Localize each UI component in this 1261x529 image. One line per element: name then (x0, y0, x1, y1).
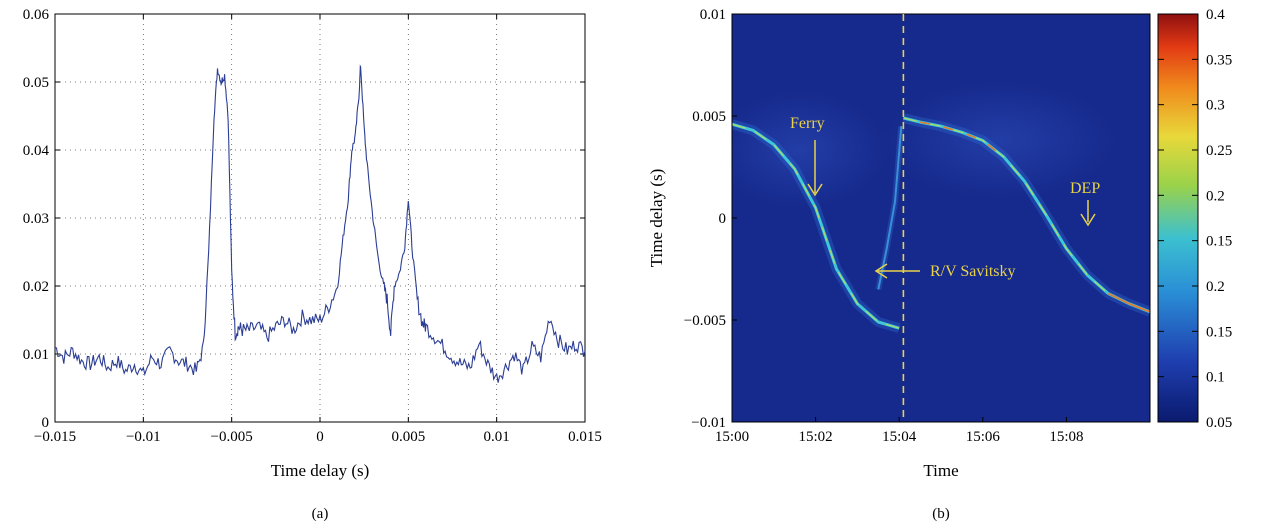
x-axis-label: Time (923, 461, 958, 480)
heatmap-glow (880, 80, 1120, 200)
y-tick-label: 0.05 (23, 75, 49, 91)
x-tick-label: −0.015 (34, 429, 76, 445)
annotation-label: Ferry (790, 115, 825, 132)
ferry-annotation: Ferry (790, 115, 825, 197)
track-hot-segment (919, 121, 1005, 158)
y-tick-label: 0 (42, 415, 50, 431)
colorbar-tick-label: 0.1 (1206, 370, 1225, 386)
panel-caption: (a) (312, 506, 329, 522)
y-tick-label: 0.06 (23, 7, 50, 23)
y-axis-label: Time delay (s) (647, 169, 666, 268)
track-hot-segment (1107, 292, 1150, 313)
y-tick-label: 0.01 (700, 7, 726, 23)
colorbar-tick-label: 0.05 (1206, 415, 1232, 431)
x-tick-label: 15:08 (1049, 429, 1083, 445)
y-tick-label: 0.03 (23, 211, 49, 227)
annotation-label: DEP (1070, 180, 1100, 197)
colorbar-tick-label: 0.15 (1206, 324, 1232, 340)
x-tick-label: 0.015 (568, 429, 602, 445)
x-tick-label: 15:02 (799, 429, 833, 445)
colorbar-tick-label: 0.35 (1206, 52, 1232, 68)
x-tick-label: 0 (316, 429, 324, 445)
colorbar-tick-label: 0.15 (1206, 234, 1232, 250)
x-tick-label: 0.005 (391, 429, 425, 445)
colorbar-tick-label: 0.25 (1206, 143, 1232, 159)
y-tick-label: 0.005 (692, 109, 726, 125)
arrow-head-icon (807, 183, 823, 197)
colorbar: 0.4 0.35 0.3 0.25 0.2 0.15 0.2 0.15 0.1 0.05 (1157, 7, 1232, 431)
x-axis-ticks: −0.015 −0.01 −0.005 0 0.005 0.01 0.015 (34, 14, 602, 445)
heatmap-panel: 15:00 15:02 15:04 15:06 15:08 −0.01 −0.005 0 0.… (647, 7, 1232, 522)
grid-lines (55, 14, 585, 422)
y-axis-ticks: 0 0.01 0.02 0.03 0.04 0.05 0.06 (23, 7, 585, 431)
y-tick-label: −0.005 (684, 313, 726, 329)
heatmap-background (732, 14, 1150, 422)
tracks (732, 113, 1150, 333)
x-axis-label: Time delay (s) (271, 461, 370, 480)
heatmap-glow (732, 90, 890, 210)
colorbar-tick-label: 0.2 (1206, 188, 1225, 204)
x-tick-label: 15:04 (882, 429, 917, 445)
y-tick-label: 0.01 (23, 347, 49, 363)
x-tick-label: 15:06 (966, 429, 1001, 445)
x-axis-ticks: 15:00 15:02 15:04 15:06 15:08 (715, 417, 1083, 445)
y-tick-label: 0.02 (23, 279, 49, 295)
colorbar-gradient (1157, 13, 1199, 423)
y-axis-ticks: −0.01 −0.005 0 0.005 0.01 (684, 7, 737, 431)
colorbar-tick-label: 0.3 (1206, 98, 1225, 114)
arrow-head-icon (1080, 213, 1096, 227)
y-tick-label: 0.04 (23, 143, 50, 159)
panel-caption: (b) (932, 506, 950, 522)
line-chart-panel: −0.015 −0.01 −0.005 0 0.005 0.01 0.015 0 0.01 0.… (23, 7, 602, 522)
annotation-label: R/V Savitsky (930, 263, 1016, 280)
x-tick-label: 15:00 (715, 429, 749, 445)
y-tick-label: −0.01 (691, 415, 726, 431)
colorbar-tick-label: 0.4 (1206, 7, 1225, 23)
x-tick-label: −0.005 (211, 429, 253, 445)
savitsky-annotation: R/V Savitsky (874, 263, 1016, 280)
dep-annotation: DEP (1070, 180, 1100, 227)
track-core (732, 123, 900, 329)
colorbar-ticks: 0.4 0.35 0.3 0.25 0.2 0.15 0.2 0.15 0.1 0.05 (1158, 7, 1232, 431)
colorbar-tick-label: 0.2 (1206, 279, 1225, 295)
y-tick-label: 0 (719, 211, 727, 227)
arrow-head-icon (874, 263, 888, 279)
track-line (877, 126, 903, 290)
x-tick-label: −0.01 (126, 429, 161, 445)
series-line (54, 64, 586, 383)
x-tick-label: 0.01 (484, 429, 510, 445)
